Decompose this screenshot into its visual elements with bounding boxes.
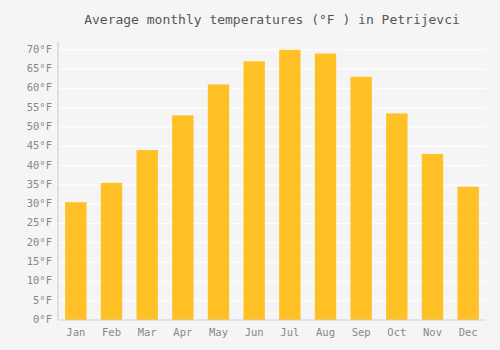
background [0,0,500,350]
bar [315,54,336,320]
chart-container: 0°F 5°F 10°F 15°F 20°F 25°F 30°F 35°F 40°F 45°F 50… [0,0,500,350]
x-tick-label: Jan [66,326,85,338]
y-tick-label: 30°F [27,197,52,209]
bar [172,115,193,320]
bar [65,202,86,320]
x-tick-label: Apr [173,326,192,338]
bar [136,150,157,320]
grid-line [58,69,486,70]
grid-line [58,146,486,147]
grid [58,50,486,320]
bars [65,50,479,320]
grid-line [58,88,486,89]
bar [422,154,443,320]
bar [386,113,407,320]
x-tick-label: Feb [102,326,121,338]
y-axis-line [58,42,59,320]
chart: 0°F 5°F 10°F 15°F 20°F 25°F 30°F 35°F 40°F 45°F 50… [0,0,500,350]
x-tick-label: May [209,326,228,338]
y-tick-label: 20°F [27,236,52,248]
y-tick-label: 0°F [33,313,52,325]
y-tick-label: 50°F [27,120,52,132]
title: Average monthly temperatures (°F ) in Pe… [84,12,460,27]
bar [243,61,264,320]
x-axis: Jan Feb Mar Apr May Jun Jul Aug Sep Oct Nov Dec [58,320,486,338]
y-tick-label: 60°F [27,81,52,93]
x-axis-line [58,320,486,321]
grid-line [58,107,486,108]
bar [279,50,300,320]
y-tick-label: 65°F [27,62,52,74]
y-tick-label: 70°F [27,43,52,55]
page: {"chart_data": {"type": "bar", "title": … [0,0,500,350]
bar [457,187,478,320]
y-axis: 0°F 5°F 10°F 15°F 20°F 25°F 30°F 35°F 40°F 45°F 50… [27,42,58,325]
grid-line [58,126,486,127]
y-tick-label: 45°F [27,139,52,151]
y-tick-label: 10°F [27,274,52,286]
bar [101,183,122,320]
y-tick-label: 35°F [27,178,52,190]
y-tick-label: 55°F [27,101,52,113]
y-tick-label: 40°F [27,159,52,171]
x-tick-label: Sep [352,326,371,338]
x-tick-label: Jul [280,326,299,338]
y-tick-label: 15°F [27,255,52,267]
x-tick-label: Aug [316,326,335,338]
y-tick-label: 5°F [33,294,52,306]
bar [208,84,229,320]
x-tick-label: Oct [387,326,406,338]
grid-line [58,320,486,321]
x-tick-label: Nov [423,326,442,338]
grid-line [58,49,486,50]
y-tick-label: 25°F [27,216,52,228]
x-tick-label: Jun [245,326,264,338]
x-tick-label: Mar [138,326,157,338]
x-tick-label: Dec [459,326,478,338]
bar [350,77,371,320]
